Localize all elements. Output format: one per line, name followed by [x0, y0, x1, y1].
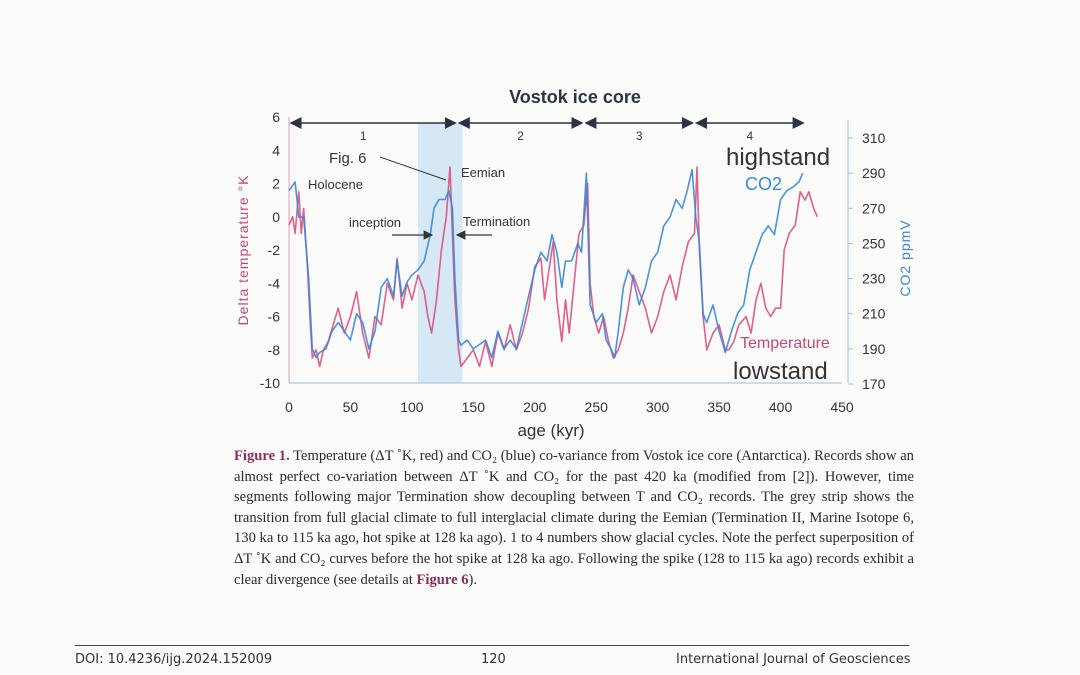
annotation-eemian: Eemian: [461, 165, 505, 180]
x-tick-label: 0: [285, 399, 293, 415]
y2-tick-label: 290: [862, 165, 886, 181]
annotation-holocene: Holocene: [308, 177, 363, 192]
chart-title: Vostok ice core: [509, 87, 641, 107]
y-tick-label: 2: [272, 176, 280, 192]
caption-text: Temperature (ΔT ˚K, red) and CO₂ (blue) …: [234, 448, 914, 588]
x-tick-label: 400: [769, 399, 793, 415]
x-tick-label: 350: [707, 399, 731, 415]
y-axis-label: Delta temperature °K: [235, 175, 251, 326]
x-tick-label: 100: [400, 399, 424, 415]
figure-caption: Figure 1. Temperature (ΔT ˚K, red) and C…: [234, 446, 914, 590]
y2-tick-label: 210: [862, 306, 886, 322]
x-tick-label: 200: [523, 399, 547, 415]
temperature-series-line: [288, 166, 819, 368]
y2-tick-label: 310: [862, 130, 886, 146]
y-tick-label: 0: [272, 209, 280, 225]
y-tick-label: -4: [268, 275, 281, 291]
y2-axis-label: CO2 ppmV: [897, 219, 913, 296]
y2-tick-label: 190: [862, 341, 886, 357]
figure-6-link[interactable]: Figure 6: [416, 571, 469, 588]
y-tick-label: -2: [268, 242, 281, 258]
footer-rule: [75, 645, 909, 646]
x-tick-label: 450: [830, 399, 854, 415]
x-tick-label: 300: [646, 399, 670, 415]
page-number: 120: [481, 652, 506, 667]
fig6-pointer-line: [379, 156, 447, 181]
eemian-highlight-strip: [418, 123, 463, 383]
y2-tick-label: 250: [862, 235, 886, 251]
y-tick-label: -6: [268, 309, 281, 325]
y-tick-label: 4: [272, 142, 280, 158]
legend-temperature: Temperature: [740, 335, 830, 352]
y2-tick-label: 170: [862, 376, 886, 392]
y2-tick-label: 270: [862, 200, 886, 216]
legend-co2: CO2: [745, 174, 782, 194]
annotation-highstand: highstand: [726, 144, 830, 171]
glacial-cycle-label: 4: [746, 129, 753, 143]
x-axis-label: age (kyr): [517, 421, 584, 440]
annotation-lowstand: lowstand: [733, 358, 828, 385]
y-tick-label: -10: [260, 375, 280, 391]
x-tick-label: 250: [585, 399, 609, 415]
annotation-inception: inception: [349, 215, 401, 230]
glacial-cycle-label: 2: [517, 129, 524, 143]
annotation-fig6: Fig. 6: [329, 150, 367, 167]
glacial-cycle-label: 3: [636, 129, 643, 143]
caption-text-end: ).: [468, 571, 478, 588]
y2-tick-label: 230: [862, 271, 886, 287]
footer-doi: DOI: 10.4236/ijg.2024.152009: [75, 652, 273, 667]
x-tick-label: 150: [462, 399, 486, 415]
co2-series-line: [288, 168, 804, 359]
journal-name: International Journal of Geosciences: [676, 652, 911, 667]
y-tick-label: 6: [272, 109, 280, 125]
x-tick-label: 50: [343, 399, 359, 415]
glacial-cycle-label: 1: [360, 129, 367, 143]
figure-label: Figure 1.: [234, 448, 290, 464]
annotation-termination: Termination: [463, 214, 530, 229]
y-tick-label: -8: [268, 342, 281, 358]
